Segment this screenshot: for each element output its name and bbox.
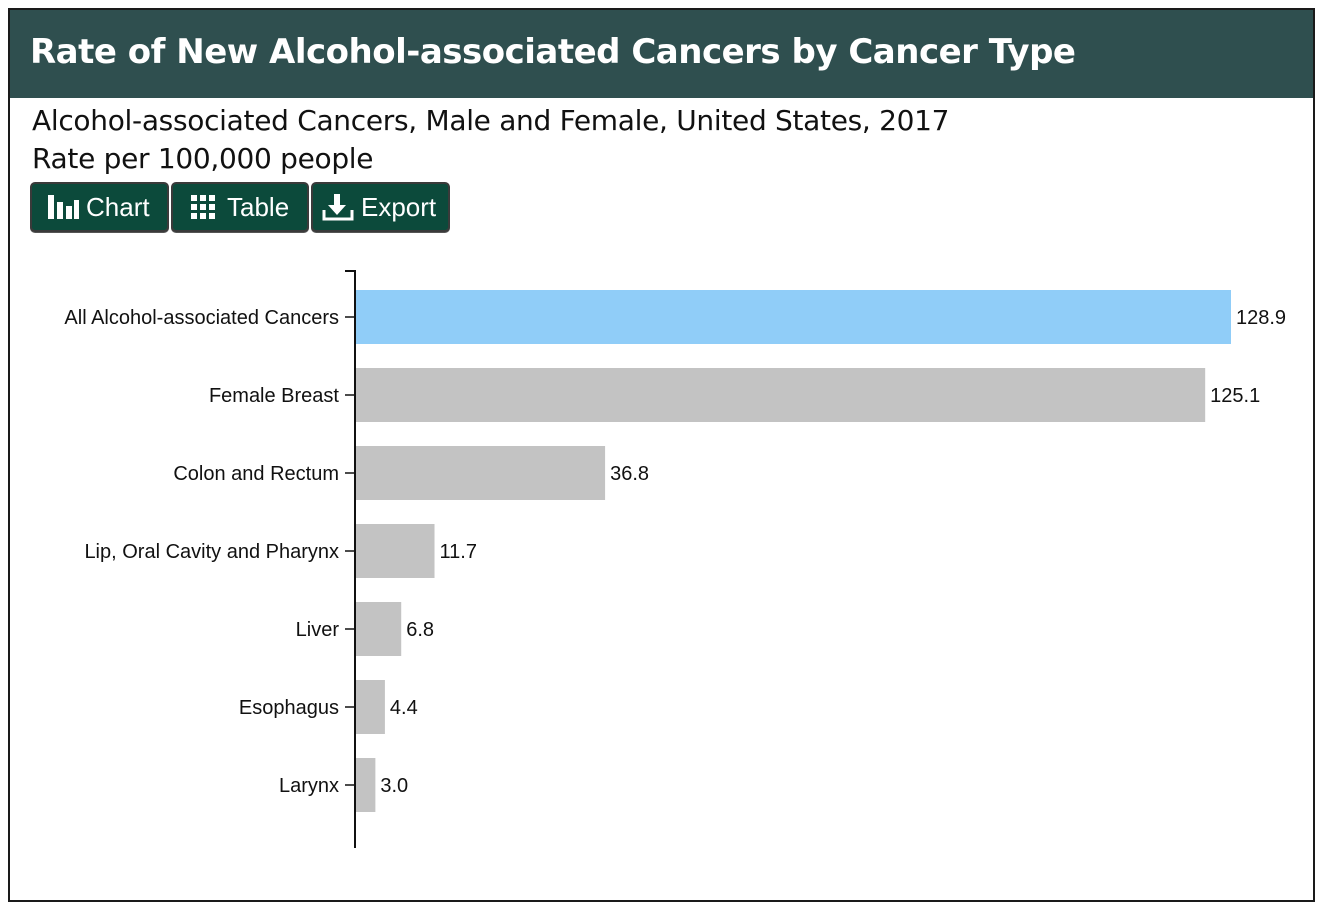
table-view-button[interactable]: Table	[171, 182, 309, 232]
chart-view-label: Chart	[86, 191, 150, 222]
download-icon	[322, 194, 354, 221]
export-label: Export	[361, 191, 437, 222]
value-label: 36.8	[610, 463, 649, 485]
value-label: 128.9	[1236, 307, 1286, 329]
bar-chart-icon	[48, 195, 79, 219]
category-label: Female Breast	[209, 385, 339, 407]
bar[interactable]	[355, 368, 1206, 422]
category-label: Esophagus	[239, 697, 339, 719]
export-button[interactable]: Export	[311, 182, 450, 232]
subtitle-line-2: Rate per 100,000 people	[32, 142, 374, 175]
bar[interactable]	[355, 290, 1231, 344]
category-label: Lip, Oral Cavity and Pharynx	[84, 541, 339, 563]
title-bar: Rate of New Alcohol-associated Cancers b…	[10, 10, 1313, 98]
bar[interactable]	[355, 680, 385, 734]
value-label: 6.8	[406, 619, 434, 641]
bar[interactable]	[355, 446, 606, 500]
value-label: 11.7	[440, 541, 477, 563]
category-label: All Alcohol-associated Cancers	[64, 307, 339, 329]
bar-chart: All Alcohol-associated Cancers 128.9 Femal…	[64, 270, 1286, 848]
value-label: 125.1	[1210, 385, 1260, 407]
table-view-label: Table	[227, 191, 290, 222]
value-label: 3.0	[380, 775, 408, 797]
chart-panel: Rate of New Alcohol-associated Cancers b…	[8, 8, 1315, 902]
subtitle-line-1: Alcohol-associated Cancers, Male and Fem…	[32, 104, 950, 137]
category-label: Colon and Rectum	[173, 463, 339, 485]
chart-view-button[interactable]: Chart	[30, 182, 169, 232]
bar[interactable]	[355, 758, 376, 812]
value-label: 4.4	[390, 697, 418, 719]
page-title: Rate of New Alcohol-associated Cancers b…	[30, 32, 1076, 72]
bar[interactable]	[355, 524, 435, 578]
chart-subtitle: Alcohol-associated Cancers, Male and Fem…	[32, 102, 949, 178]
category-label: Liver	[296, 619, 340, 641]
grid-icon	[191, 195, 215, 219]
category-label: Larynx	[279, 775, 339, 797]
bar[interactable]	[355, 602, 402, 656]
